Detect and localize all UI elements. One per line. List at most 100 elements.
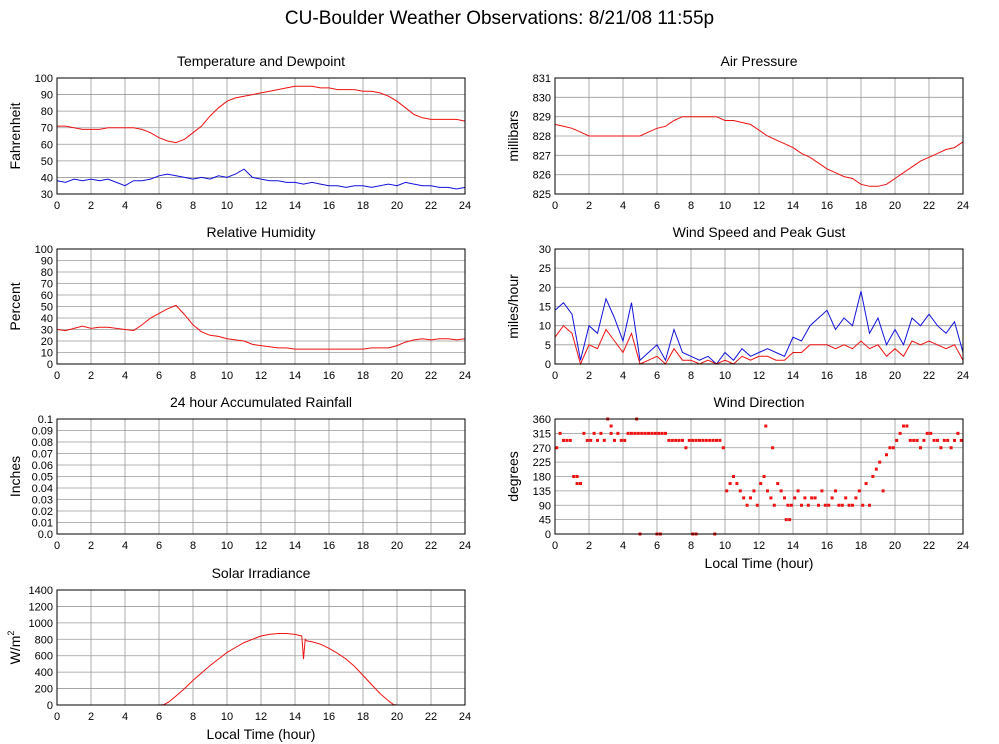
wind-direction-point — [681, 438, 684, 442]
wind-direction-point — [915, 438, 919, 442]
wind-speed-y-tick-label: 5 — [545, 340, 551, 352]
wind-direction-point — [959, 438, 963, 442]
wind-direction-point — [738, 489, 742, 493]
temperature-y-tick-label: 30 — [41, 189, 53, 201]
wind-direction-point — [868, 503, 871, 507]
rainfall-x-tick-label: 20 — [391, 540, 403, 552]
wind-direction-point — [616, 431, 620, 435]
solar-x-tick-label: 2 — [88, 711, 94, 723]
rainfall-y-tick-label: 0.08 — [32, 437, 53, 449]
wind-direction-point — [718, 438, 722, 442]
wind-direction-point — [715, 438, 718, 442]
wind-direction-point — [788, 518, 792, 522]
wind-speed-x-tick-label: 12 — [753, 370, 765, 382]
pressure-frame — [554, 77, 964, 195]
wind-direction-y-tick-label: 135 — [533, 486, 551, 498]
wind-direction-point — [922, 438, 926, 442]
humidity-y-tick-label: 40 — [41, 313, 53, 325]
wind-direction-point — [851, 503, 854, 507]
wind-direction-point — [667, 438, 671, 442]
temperature-x-tick-label: 14 — [289, 200, 301, 212]
wind-direction-point — [589, 438, 593, 442]
wind-direction-point — [827, 503, 831, 507]
humidity-frame — [56, 248, 466, 365]
wind-direction-x-tick-label: 2 — [586, 540, 592, 552]
wind-direction-point — [725, 489, 729, 493]
pressure-title: Air Pressure — [720, 53, 797, 69]
wind-direction-point — [942, 438, 946, 442]
temperature-y-axis-label-text: Fahrenheit — [7, 102, 23, 169]
wind-direction-point — [762, 475, 766, 478]
humidity-y-tick-label: 90 — [41, 256, 53, 268]
temperature-x-tick-label: 12 — [255, 200, 267, 212]
wind-direction-point — [565, 438, 569, 442]
pressure-x-tick-label: 24 — [957, 200, 969, 212]
wind-direction-x-tick-label: 12 — [753, 540, 765, 552]
wind-direction-point — [857, 489, 861, 493]
rainfall-y-tick-label: 0.07 — [32, 449, 53, 461]
wind-direction-point — [582, 431, 586, 435]
wind-direction-y-tick-label: 45 — [539, 515, 551, 527]
rainfall-title: 24 hour Accumulated Rainfall — [170, 394, 352, 410]
wind-direction-point — [854, 496, 858, 500]
wind-speed-y-tick-label: 10 — [539, 321, 551, 333]
wind-direction-point — [878, 460, 882, 464]
wind-direction-point — [946, 438, 950, 442]
humidity-x-tick-label: 16 — [323, 370, 335, 382]
wind-speed-x-tick-label: 14 — [787, 370, 799, 382]
temperature-x-tick-label: 2 — [88, 200, 94, 212]
wind-direction-y-tick-label: 90 — [539, 500, 551, 512]
wind-direction-point — [643, 431, 647, 435]
wind-direction-point — [847, 503, 851, 507]
wind-direction-x-tick-label: 14 — [787, 540, 799, 552]
humidity-title: Relative Humidity — [207, 224, 316, 240]
wind-direction-point — [701, 438, 705, 442]
temperature-series-0-line — [57, 85, 466, 144]
rainfall-y-tick-label: 0.1 — [38, 414, 53, 426]
wind-speed-y-tick-label: 30 — [539, 244, 551, 256]
wind-speed-x-tick-label: 20 — [889, 370, 901, 382]
temperature-y-tick-label: 50 — [41, 156, 53, 168]
rainfall-x-tick-label: 24 — [459, 540, 471, 552]
temperature-y-tick-label: 60 — [41, 139, 53, 151]
wind-direction-point — [925, 431, 929, 435]
solar-x-tick-label: 8 — [190, 711, 196, 723]
wind-direction-point — [633, 431, 637, 435]
pressure-x-tick-label: 18 — [855, 200, 867, 212]
solar-x-tick-label: 22 — [425, 711, 437, 723]
wind-direction-point — [905, 424, 909, 428]
wind-direction-point — [674, 438, 678, 442]
wind-direction-point — [684, 446, 688, 450]
humidity-x-tick-label: 8 — [190, 370, 196, 382]
humidity-x-tick-label: 18 — [357, 370, 369, 382]
wind-direction-point — [650, 431, 654, 435]
wind-direction-point — [830, 496, 834, 500]
wind-direction-point — [687, 438, 691, 442]
solar-y-tick-label: 200 — [35, 684, 53, 696]
wind-direction-point — [813, 496, 817, 500]
solar-y-tick-label: 1000 — [29, 618, 53, 630]
wind-direction-point — [871, 475, 875, 478]
wind-speed-x-tick-label: 16 — [821, 370, 833, 382]
rainfall-x-tick-label: 6 — [156, 540, 162, 552]
wind-direction-point — [562, 438, 565, 442]
wind-direction-point — [891, 446, 895, 450]
temperature-x-tick-label: 24 — [459, 200, 471, 212]
wind-direction-x-tick-label: 18 — [855, 540, 867, 552]
solar-y-tick-label: 0 — [47, 700, 53, 712]
rainfall-x-tick-label: 8 — [190, 540, 196, 552]
wind-speed-x-tick-label: 8 — [688, 370, 694, 382]
wind-speed-x-tick-label: 0 — [552, 370, 558, 382]
wind-direction-point — [613, 438, 616, 442]
wind-direction-point — [572, 475, 576, 478]
temperature-series-1-line — [56, 168, 466, 190]
solar-x-tick-label: 16 — [323, 711, 335, 723]
solar-x-tick-label: 12 — [255, 711, 267, 723]
solar-x-tick-label: 4 — [122, 711, 128, 723]
wind-direction-point — [653, 431, 657, 435]
wind-direction-point — [803, 496, 807, 500]
wind-direction-x-tick-label: 24 — [957, 540, 969, 552]
humidity-x-tick-label: 24 — [459, 370, 471, 382]
